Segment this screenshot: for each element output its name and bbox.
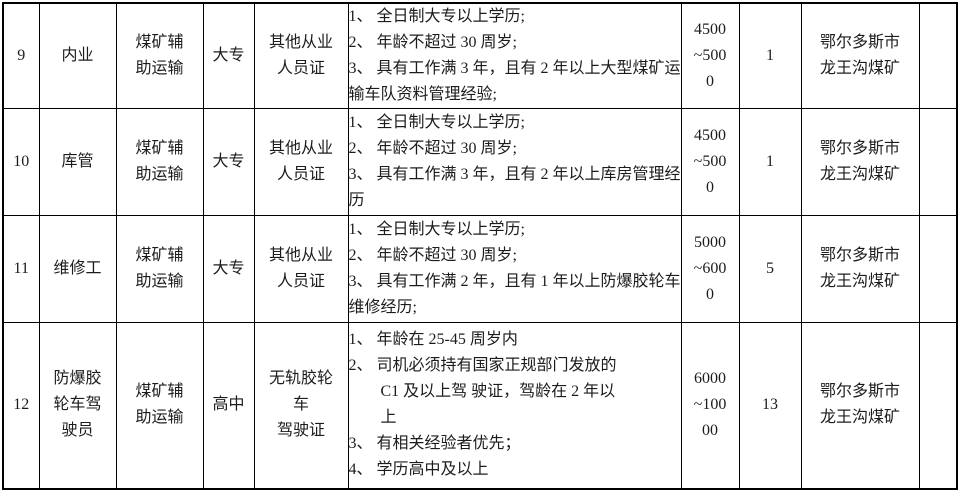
cell-department: 煤矿辅助运输 [115,215,204,323]
cell-salary: 4500~5000 [680,2,740,109]
cell-education: 大专 [202,215,255,323]
requirement-item: 3、 有相关经验者优先； [348,435,521,453]
cell-education: 大专 [202,108,255,216]
cell-location: 鄂尔多斯市龙王沟煤矿 [800,322,920,489]
cell-department: 煤矿辅助运输 [115,322,204,489]
cell-position: 内业 [38,2,117,109]
cell-certificate: 其他从业 人员证 [253,108,349,216]
cell-headcount: 13 [738,322,802,489]
table-row: 11 维修工 煤矿辅助运输 大专 其他从业 人员证 1、 全日制大专以上学历; … [2,215,958,323]
cell-location: 鄂尔多斯市龙王沟煤矿 [800,108,920,216]
requirement-item: 3、 具有工作满 3 年，且有 2 年以上库房管理经历 [348,166,681,209]
cell-extra [918,322,958,489]
cell-certificate: 其他从业 人员证 [253,215,349,323]
requirement-item: 2、 年龄不超过 30 周岁; [348,247,517,264]
cell-position: 维修工 [38,215,117,323]
requirement-item: 1、 全日制大专以上学历; [348,8,525,25]
cell-position: 库管 [38,108,117,216]
table-row: 12 防爆胶轮车驾驶员 煤矿辅助运输 高中 无轨胶轮车 驾驶证 1、 年龄在 2… [2,322,958,489]
cell-extra [918,215,958,323]
cell-number: 10 [2,108,40,216]
cell-position: 防爆胶轮车驾驶员 [38,322,117,489]
requirement-item: 2、 年龄不超过 30 周岁; [348,34,517,51]
table-row: 10 库管 煤矿辅助运输 大专 其他从业 人员证 1、 全日制大专以上学历; 2… [2,108,958,216]
requirement-item: 1、 全日制大专以上学历; [348,221,525,238]
cell-extra [918,108,958,216]
cell-location: 鄂尔多斯市龙王沟煤矿 [800,2,920,109]
requirement-item: 2、 年龄不超过 30 周岁; [348,140,517,157]
cell-requirements: 1、 全日制大专以上学历; 2、 年龄不超过 30 周岁; 3、 具有工作满 3… [347,108,682,216]
requirement-item: 2、 司机必须持有国家正规部门发放的 C1 及以上驾 驶证，驾龄在 2 年以 上 [348,357,617,427]
cell-headcount: 1 [738,2,802,109]
cell-requirements: 1、 年龄在 25-45 周岁内 2、 司机必须持有国家正规部门发放的 C1 及… [347,322,682,489]
cell-requirements: 1、 全日制大专以上学历; 2、 年龄不超过 30 周岁; 3、 具有工作满 2… [347,215,682,323]
cell-headcount: 5 [738,215,802,323]
cell-certificate: 无轨胶轮车 驾驶证 [253,322,349,489]
cell-salary: 4500~5000 [680,108,740,216]
cell-salary: 5000~6000 [680,215,740,323]
cell-certificate: 其他从业 人员证 [253,2,349,109]
cell-requirements: 1、 全日制大专以上学历; 2、 年龄不超过 30 周岁; 3、 具有工作满 3… [347,2,682,109]
cell-education: 高中 [202,322,255,489]
cell-department: 煤矿辅助运输 [115,108,204,216]
cell-department: 煤矿辅助运输 [115,2,204,109]
requirement-item: 1、 全日制大专以上学历; [348,114,525,131]
cell-number: 9 [2,2,40,109]
cell-number: 11 [2,215,40,323]
cell-extra [918,2,958,109]
cell-location: 鄂尔多斯市龙王沟煤矿 [800,215,920,323]
cell-number: 12 [2,322,40,489]
requirement-item: 3、 具有工作满 2 年，且有 1 年以上防爆胶轮车维修经历; [348,273,681,316]
requirement-item: 3、 具有工作满 3 年，且有 2 年以上大型煤矿运输车队资料管理经验; [348,60,681,103]
table-row: 9 内业 煤矿辅助运输 大专 其他从业 人员证 1、 全日制大专以上学历; 2、… [2,2,958,109]
requirement-item: 4、 学历高中及以上 [348,461,489,479]
cell-salary: 6000~10000 [680,322,740,489]
cell-education: 大专 [202,2,255,109]
requirement-item: 1、 年龄在 25-45 周岁内 [348,331,518,349]
cell-headcount: 1 [738,108,802,216]
